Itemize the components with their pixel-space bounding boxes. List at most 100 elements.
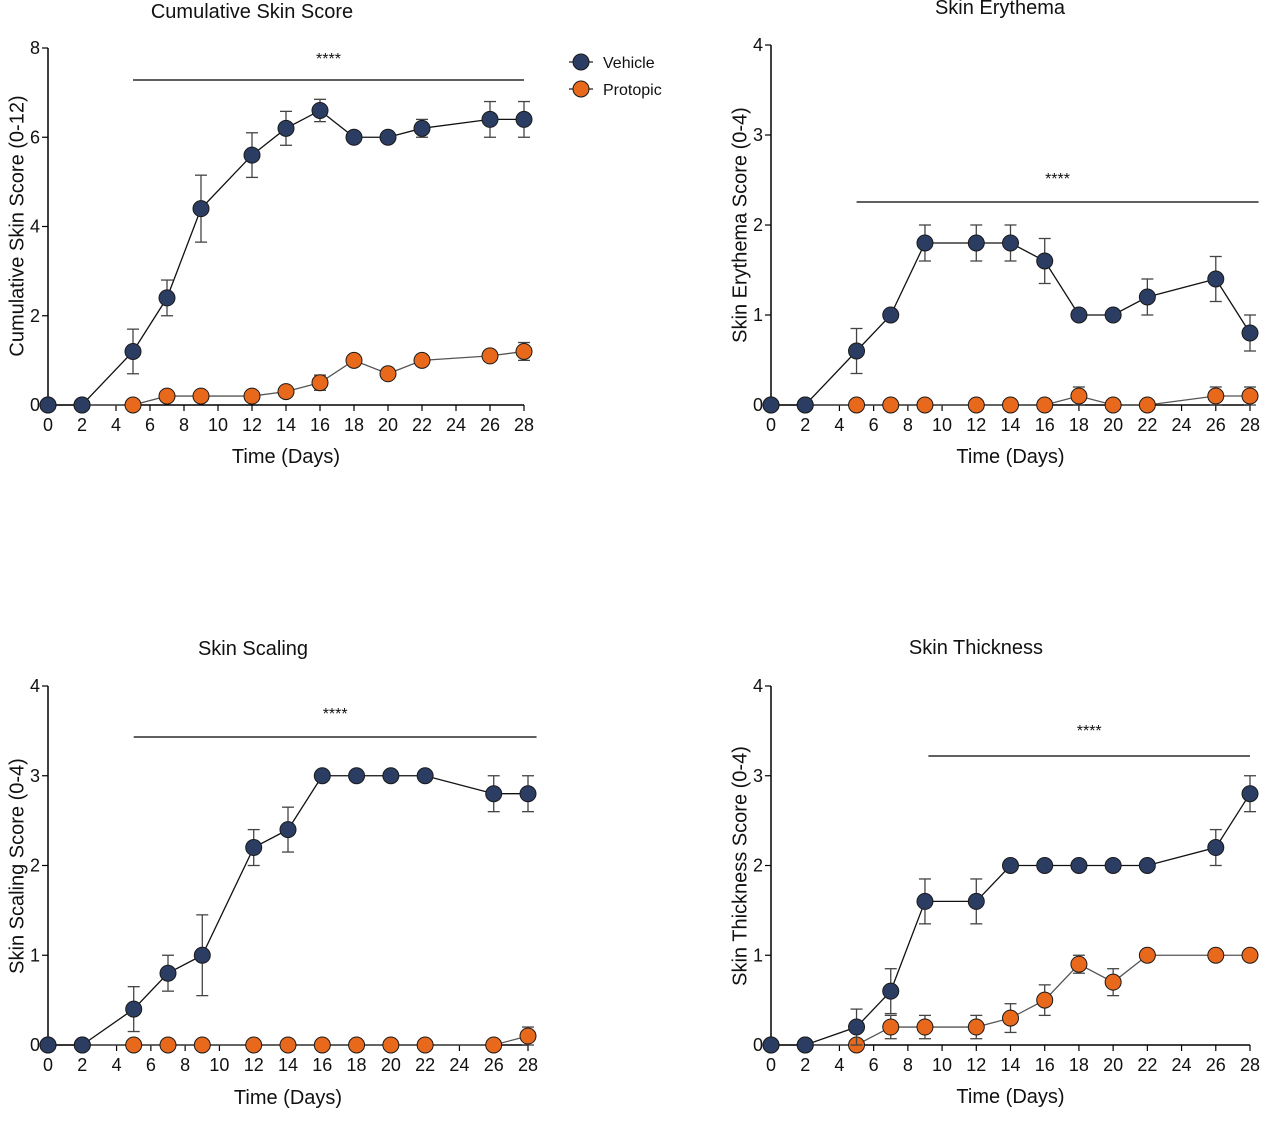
x-tick-label: 6 — [869, 415, 879, 435]
series-protopic — [762, 386, 1259, 414]
y-tick-label: 1 — [30, 945, 40, 965]
y-tick-label: 1 — [753, 945, 763, 965]
y-axis-label: Skin Scaling Score (0-4) — [6, 758, 28, 974]
x-tick-label: 14 — [1000, 415, 1020, 435]
data-point — [311, 101, 329, 119]
data-point — [1207, 946, 1225, 964]
data-point — [916, 234, 934, 252]
data-point — [1104, 306, 1122, 324]
data-point — [124, 396, 142, 414]
data-point — [279, 821, 297, 839]
y-tick-label: 1 — [753, 305, 763, 325]
x-tick-label: 4 — [834, 415, 844, 435]
x-tick-label: 6 — [145, 415, 155, 435]
data-point — [348, 1036, 366, 1054]
data-point — [1036, 991, 1054, 1009]
y-tick-label: 4 — [753, 676, 763, 696]
x-tick-label: 22 — [1137, 415, 1157, 435]
x-tick-label: 14 — [1000, 1055, 1020, 1075]
data-point — [848, 342, 866, 360]
legend-marker — [572, 53, 590, 71]
x-tick-label: 12 — [242, 415, 262, 435]
data-point — [192, 387, 210, 405]
data-point — [1207, 270, 1225, 288]
x-tick-label: 16 — [310, 415, 330, 435]
data-point — [1070, 387, 1088, 405]
data-point — [481, 110, 499, 128]
x-tick-label: 10 — [932, 415, 952, 435]
chart-title: Skin Erythema — [935, 0, 1066, 19]
data-point — [279, 1036, 297, 1054]
chart-title: Skin Thickness — [909, 637, 1043, 659]
x-tick-label: 28 — [1240, 415, 1260, 435]
x-tick-label: 8 — [179, 415, 189, 435]
y-tick-label: 3 — [753, 125, 763, 145]
x-axis-label: Time (Days) — [234, 1087, 342, 1109]
series-vehicle — [762, 224, 1259, 414]
data-point — [158, 289, 176, 307]
x-axis-label: Time (Days) — [956, 446, 1064, 468]
data-point — [1138, 288, 1156, 306]
series-vehicle — [39, 98, 533, 414]
data-point — [882, 1018, 900, 1036]
x-tick-label: 22 — [1137, 1055, 1157, 1075]
data-point — [382, 767, 400, 785]
x-tick-label: 2 — [77, 415, 87, 435]
x-tick-label: 4 — [111, 415, 121, 435]
data-point — [245, 839, 263, 857]
data-point — [481, 347, 499, 365]
y-axis-label: Cumulative Skin Score (0-12) — [6, 95, 28, 356]
x-tick-label: 2 — [77, 1055, 87, 1075]
y-axis-label: Skin Erythema Score (0-4) — [729, 107, 751, 343]
data-point — [967, 396, 985, 414]
x-tick-label: 18 — [344, 415, 364, 435]
significance-label: **** — [316, 51, 341, 68]
y-tick-label: 4 — [30, 217, 40, 237]
x-tick-label: 10 — [932, 1055, 952, 1075]
y-tick-label: 2 — [753, 856, 763, 876]
x-tick-label: 2 — [800, 415, 810, 435]
series-line — [771, 242, 1251, 406]
data-point — [1241, 324, 1259, 342]
significance-label: **** — [323, 706, 348, 723]
x-tick-label: 0 — [43, 1055, 53, 1075]
x-tick-label: 26 — [1206, 1055, 1226, 1075]
x-tick-label: 24 — [1172, 1055, 1192, 1075]
x-axis-label: Time (Days) — [956, 1086, 1064, 1108]
y-tick-label: 2 — [753, 215, 763, 235]
data-point — [379, 365, 397, 383]
data-point — [1036, 396, 1054, 414]
data-point — [515, 110, 533, 128]
x-tick-label: 0 — [43, 415, 53, 435]
chart-panel-1: Cumulative Skin Score Time (Days) Cumulati… — [6, 1, 534, 468]
data-point — [379, 128, 397, 146]
y-tick-label: 6 — [30, 127, 40, 147]
data-point — [125, 1000, 143, 1018]
y-tick-label: 0 — [753, 395, 763, 415]
data-point — [39, 1036, 57, 1054]
y-tick-label: 4 — [30, 676, 40, 696]
x-tick-label: 2 — [800, 1055, 810, 1075]
y-tick-label: 3 — [753, 766, 763, 786]
data-point — [1241, 946, 1259, 964]
x-tick-label: 10 — [209, 1055, 229, 1075]
data-point — [515, 342, 533, 360]
data-point — [796, 1036, 814, 1054]
data-point — [193, 946, 211, 964]
x-tick-label: 22 — [412, 415, 432, 435]
data-point — [1104, 396, 1122, 414]
y-axis-label: Skin Thickness Score (0-4) — [729, 746, 751, 986]
series-protopic — [39, 1026, 537, 1054]
x-tick-label: 24 — [1172, 415, 1192, 435]
x-tick-label: 26 — [480, 415, 500, 435]
x-tick-label: 20 — [378, 415, 398, 435]
data-point — [313, 1036, 331, 1054]
series-protopic — [39, 341, 533, 414]
data-point — [243, 387, 261, 405]
data-point — [245, 1036, 263, 1054]
data-point — [1104, 857, 1122, 874]
x-tick-label: 26 — [484, 1055, 504, 1075]
data-point — [1070, 306, 1088, 324]
x-tick-label: 12 — [244, 1055, 264, 1075]
data-point — [159, 964, 177, 982]
